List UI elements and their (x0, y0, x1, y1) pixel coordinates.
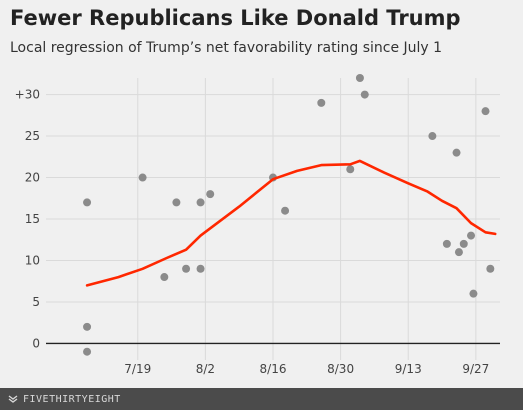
regression-layer (85, 159, 497, 287)
data-point (83, 198, 92, 207)
x-tick-label: 9/13 (395, 362, 422, 376)
data-point (196, 198, 205, 207)
y-tick-label: 5 (32, 295, 40, 309)
data-point (206, 190, 215, 199)
x-tick-label: 7/19 (124, 362, 151, 376)
x-axis: 7/19 8/2 8/16 8/30 9/13 9/27 (124, 362, 489, 376)
y-tick-label: 10 (25, 253, 40, 267)
data-point (172, 198, 181, 207)
y-tick-label: 15 (25, 212, 40, 226)
data-point (469, 289, 478, 298)
data-point (452, 148, 461, 157)
scatter-points (83, 74, 495, 356)
x-tick-label: 8/2 (196, 362, 215, 376)
x-tick-label: 9/27 (462, 362, 489, 376)
data-point (83, 322, 92, 331)
data-point (360, 90, 369, 99)
data-point (281, 206, 290, 215)
regression-line (85, 159, 497, 287)
y-tick-label: +30 (15, 88, 40, 102)
data-point (346, 165, 355, 174)
data-point (196, 264, 205, 273)
data-point (355, 74, 364, 82)
data-point (138, 173, 147, 182)
data-point (160, 273, 169, 282)
data-point (459, 239, 468, 248)
page-title: Fewer Republicans Like Donald Trump (10, 6, 461, 30)
footer-brand: FIVETHIRTYEIGHT (23, 393, 121, 405)
data-point (182, 264, 191, 273)
y-tick-label: 0 (32, 336, 40, 350)
x-tick-label: 8/16 (260, 362, 287, 376)
data-point (317, 98, 326, 107)
data-point (467, 231, 476, 240)
data-point (454, 248, 463, 257)
data-point (442, 239, 451, 248)
data-point (83, 347, 92, 356)
chart: 0 5 10 15 20 25 +30 7/19 8/2 8/16 8/30 9/13 9/27 (15, 74, 500, 376)
fivethirtyeight-logo-icon (8, 394, 18, 404)
y-axis: 0 5 10 15 20 25 +30 (15, 88, 40, 351)
grid-layer (46, 78, 500, 360)
data-point (481, 107, 490, 116)
data-point (486, 264, 495, 273)
y-tick-label: 25 (25, 129, 40, 143)
y-tick-label: 20 (25, 171, 40, 185)
chart-subtitle: Local regression of Trump’s net favorabi… (10, 40, 443, 56)
data-point (428, 132, 437, 141)
x-tick-label: 8/30 (327, 362, 354, 376)
footer-bar: FIVETHIRTYEIGHT (0, 388, 523, 410)
